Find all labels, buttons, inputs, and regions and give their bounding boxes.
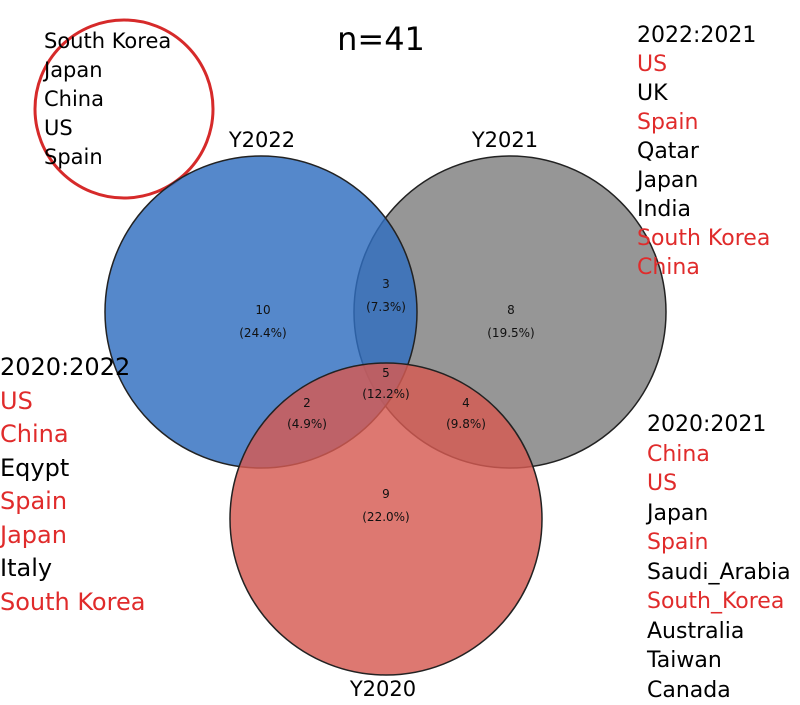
country-item: Eqypt <box>0 452 145 486</box>
common-country-item: US <box>44 114 171 143</box>
common-country-item: China <box>44 85 171 114</box>
country-item: Taiwan <box>647 646 791 676</box>
list-heading-2022-2021: 2022:2021 <box>637 21 770 50</box>
region-pct-y2022-y2021: (7.3%) <box>366 300 406 314</box>
country-item: US <box>637 50 770 79</box>
country-item: Japan <box>647 499 791 529</box>
region-pct-y2022-only: (24.4%) <box>239 326 286 340</box>
region-count-y2020-only: 9 <box>382 487 390 501</box>
region-pct-y2020-only: (22.0%) <box>362 510 409 524</box>
country-item: South Korea <box>637 224 770 253</box>
country-item: Spain <box>647 528 791 558</box>
set-label-y2020: Y2020 <box>349 677 416 701</box>
country-item: Saudi_Arabia <box>647 558 791 588</box>
region-pct-y2021-y2020: (9.8%) <box>446 417 486 431</box>
region-pct-all-three: (12.2%) <box>362 387 409 401</box>
common-country-item: Japan <box>44 56 171 85</box>
country-item: US <box>0 385 145 419</box>
country-item: Spain <box>0 485 145 519</box>
country-item: Australia <box>647 617 791 647</box>
country-item: South_Korea <box>647 587 791 617</box>
diagram-title: n=41 <box>337 20 425 58</box>
set-label-y2021: Y2021 <box>471 128 538 152</box>
region-pct-y2021-only: (19.5%) <box>487 326 534 340</box>
list-heading-2020-2022: 2020:2022 <box>0 351 145 385</box>
country-item: Spain <box>637 108 770 137</box>
region-count-y2022-y2020: 2 <box>303 396 311 410</box>
region-pct-y2022-y2020: (4.9%) <box>287 417 327 431</box>
country-item: China <box>637 253 770 282</box>
country-item: China <box>0 418 145 452</box>
common-country-item: South Korea <box>44 27 171 56</box>
region-count-y2022-y2021: 3 <box>382 277 390 291</box>
country-item: Qatar <box>637 137 770 166</box>
country-item: India <box>637 195 770 224</box>
region-count-y2021-y2020: 4 <box>462 396 470 410</box>
set-label-y2022: Y2022 <box>228 128 295 152</box>
region-count-all-three: 5 <box>382 366 390 380</box>
region-count-y2021-only: 8 <box>507 303 515 317</box>
region-count-y2022-only: 10 <box>255 303 270 317</box>
list-heading-2020-2021: 2020:2021 <box>647 410 791 440</box>
country-item: Japan <box>0 519 145 553</box>
country-item: South Korea <box>0 586 145 620</box>
country-item: Italy <box>0 552 145 586</box>
common-country-item: Spain <box>44 143 171 172</box>
country-item: UK <box>637 79 770 108</box>
country-item: China <box>647 440 791 470</box>
country-item: Japan <box>637 166 770 195</box>
country-item: US <box>647 469 791 499</box>
